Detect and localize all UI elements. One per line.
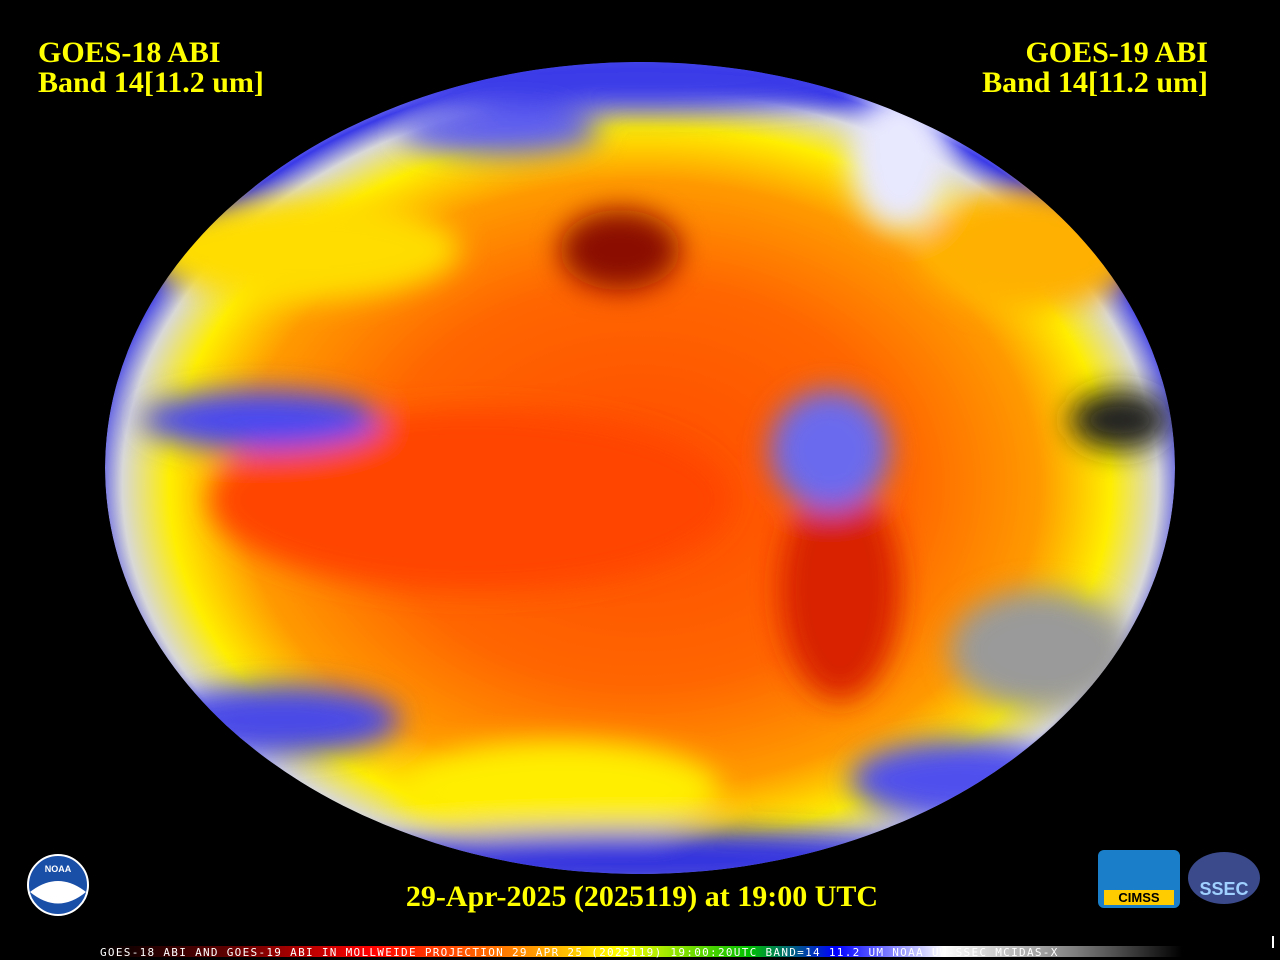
header-right-1: GOES-19 ABI (1025, 36, 1208, 69)
logo-label: NOAA (45, 864, 72, 874)
cimss-logo: CIMSS (1098, 850, 1180, 908)
cursor-mark (1272, 936, 1274, 948)
header-right-2: Band 14[11.2 um] (982, 66, 1208, 99)
noaa-logo: NOAA (27, 854, 89, 916)
footer: GOES-18 ABI AND GOES-19 ABI IN MOLLWEIDE… (100, 946, 1059, 959)
logo-label: CIMSS (1118, 890, 1160, 905)
earth-image (105, 62, 1175, 874)
ssec-logo: SSEC (1188, 852, 1260, 904)
color-bar (100, 946, 1182, 957)
header-left-1: GOES-18 ABI (38, 36, 221, 69)
logo-label: SSEC (1199, 879, 1248, 899)
caption: 29-Apr-2025 (2025119) at 19:00 UTC (406, 880, 878, 913)
header-left-2: Band 14[11.2 um] (38, 66, 264, 99)
